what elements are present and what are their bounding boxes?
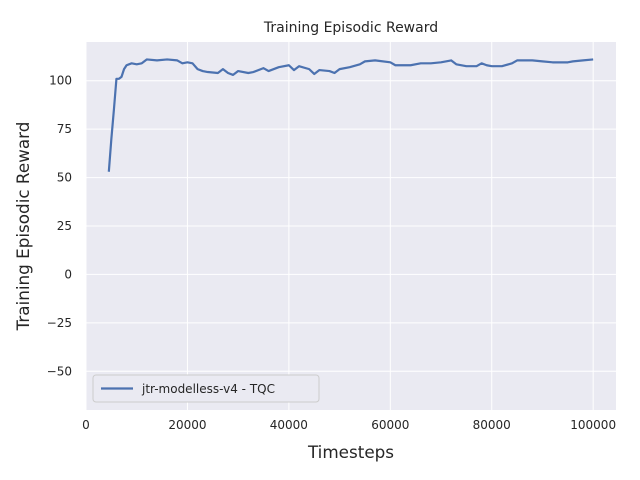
y-tick-label: 25 [57,219,72,233]
y-tick-label: 0 [64,267,72,281]
y-tick-label: −50 [47,364,72,378]
x-tick-label: 0 [82,418,90,432]
x-tick-label: 40000 [270,418,308,432]
y-tick-label: 50 [57,171,72,185]
x-axis-ticks: 0 20000 40000 60000 80000 100000 [82,418,616,432]
x-tick-label: 20000 [168,418,206,432]
y-tick-label: 75 [57,122,72,136]
legend: jtr-modelless-v4 - TQC [92,374,320,403]
x-tick-label: 100000 [570,418,616,432]
series-line-jtr-modelless-v4-tqc [107,58,594,172]
legend-box [92,374,320,403]
y-tick-label: 100 [49,74,72,88]
legend-label: jtr-modelless-v4 - TQC [141,382,275,396]
y-axis-ticks: −50 −25 0 25 50 75 100 [47,74,72,379]
chart-title: Training Episodic Reward [263,20,438,36]
y-tick-label: −25 [47,316,72,330]
series-layer [107,58,594,172]
x-axis-label: Timesteps [307,442,394,462]
grid-lines [85,42,616,410]
x-tick-label: 80000 [473,418,511,432]
y-axis-label: Training Episodic Reward [13,122,33,332]
x-tick-label: 60000 [371,418,409,432]
